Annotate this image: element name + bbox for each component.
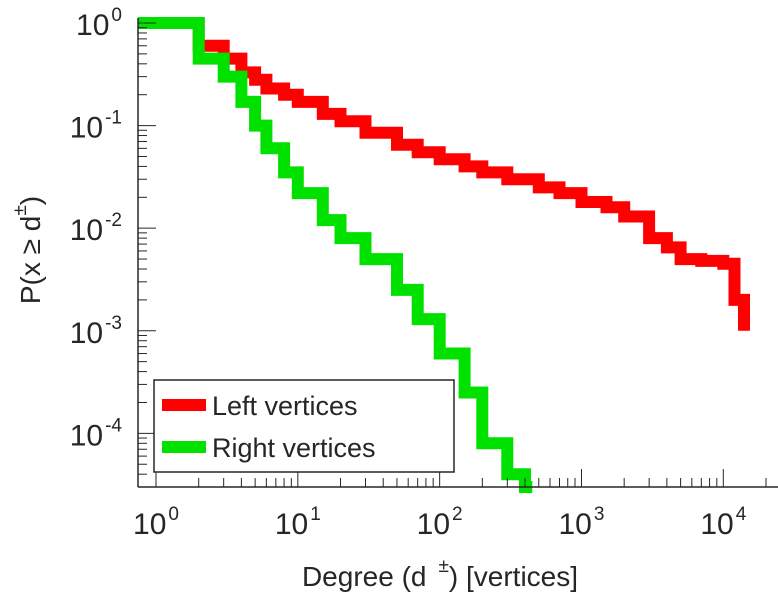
series-layer <box>138 17 750 493</box>
x-tick-label: 10 0 <box>133 504 179 541</box>
y-tick-label: 10 0 <box>76 5 122 42</box>
label-layer: 10 0 10 1 10 2 10 3 10 4 10 0 10 -1 10 -2 10 -3 10 -4 Degree… <box>10 5 747 592</box>
y-tick-label: 10 -2 <box>70 210 122 247</box>
series-line-0 <box>138 17 750 331</box>
legend-label-1: Right vertices <box>212 433 376 463</box>
y-tick-label: 10 -1 <box>70 108 122 145</box>
axis-layer <box>137 18 778 488</box>
tick-layer <box>138 22 767 488</box>
y-tick-label: 10 -4 <box>70 415 123 452</box>
x-tick-label: 10 3 <box>559 504 605 541</box>
x-tick-label: 10 2 <box>417 504 463 541</box>
legend-label-0: Left vertices <box>212 391 358 421</box>
y-axis-label: P(x ≥ d±) <box>10 196 46 304</box>
x-tick-label: 10 1 <box>275 504 321 541</box>
series-line-1 <box>138 17 533 493</box>
legend-box <box>153 379 455 473</box>
x-axis-label: Degree (d ±) [vertices] <box>302 556 578 592</box>
y-tick-label: 10 -3 <box>70 313 122 350</box>
legend: Left vertices Right vertices <box>153 379 455 473</box>
x-tick-label: 10 4 <box>700 504 746 541</box>
